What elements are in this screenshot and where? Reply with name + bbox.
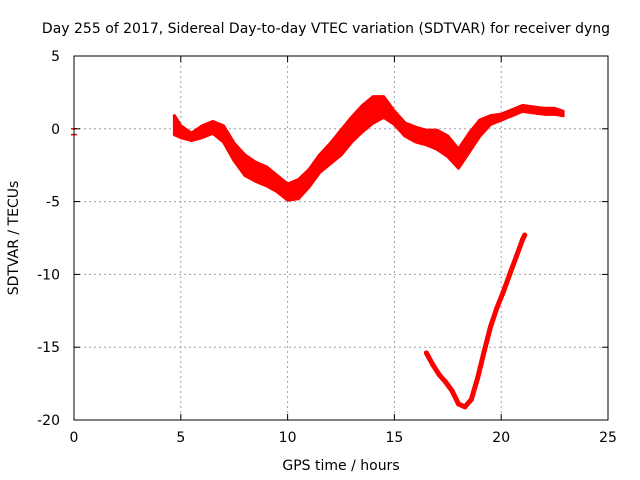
data-series [71, 95, 565, 410]
data-point [443, 379, 449, 385]
x-tick-label: 20 [492, 430, 510, 446]
data-point [436, 372, 442, 378]
x-tick-label: 0 [70, 430, 79, 446]
dip-segment-line [423, 232, 528, 410]
data-point [468, 397, 474, 403]
data-point [507, 271, 513, 277]
data-point [430, 362, 436, 368]
y-tick-label: 0 [51, 122, 60, 138]
y-tick-label: -20 [37, 413, 60, 429]
data-point [423, 350, 429, 356]
data-point [449, 388, 455, 394]
data-point [481, 349, 487, 355]
y-tick-label: -15 [37, 340, 60, 356]
y-axis-label: SDTVAR / TECUs [6, 181, 22, 296]
band-lower-line [172, 109, 565, 202]
data-point [462, 404, 468, 410]
y-tick-label: 5 [51, 49, 60, 65]
x-tick-label: 25 [599, 430, 617, 446]
x-tick-labels: 0 5 10 15 20 25 [70, 430, 617, 446]
data-point [456, 401, 461, 407]
x-tick-label: 15 [385, 430, 403, 446]
axis-ticks [73, 55, 609, 421]
y-tick-label: -10 [37, 267, 60, 283]
data-point [520, 237, 526, 242]
data-point [494, 305, 500, 311]
x-tick-label: 5 [176, 430, 185, 446]
plot-frame [73, 55, 609, 421]
x-tick-label: 10 [279, 430, 297, 446]
y-tick-labels: 5 0 -5 -10 -15 -20 [37, 49, 60, 429]
band-upper-line [172, 95, 565, 186]
data-point [488, 324, 493, 330]
data-point [475, 375, 481, 381]
data-point [513, 254, 519, 260]
y-tick-label: -5 [46, 195, 60, 211]
x-axis-label: GPS time / hours [282, 458, 399, 474]
data-point [500, 289, 506, 295]
data-point [522, 232, 528, 238]
chart-title: Day 255 of 2017, Sidereal Day-to-day VTE… [42, 21, 610, 37]
